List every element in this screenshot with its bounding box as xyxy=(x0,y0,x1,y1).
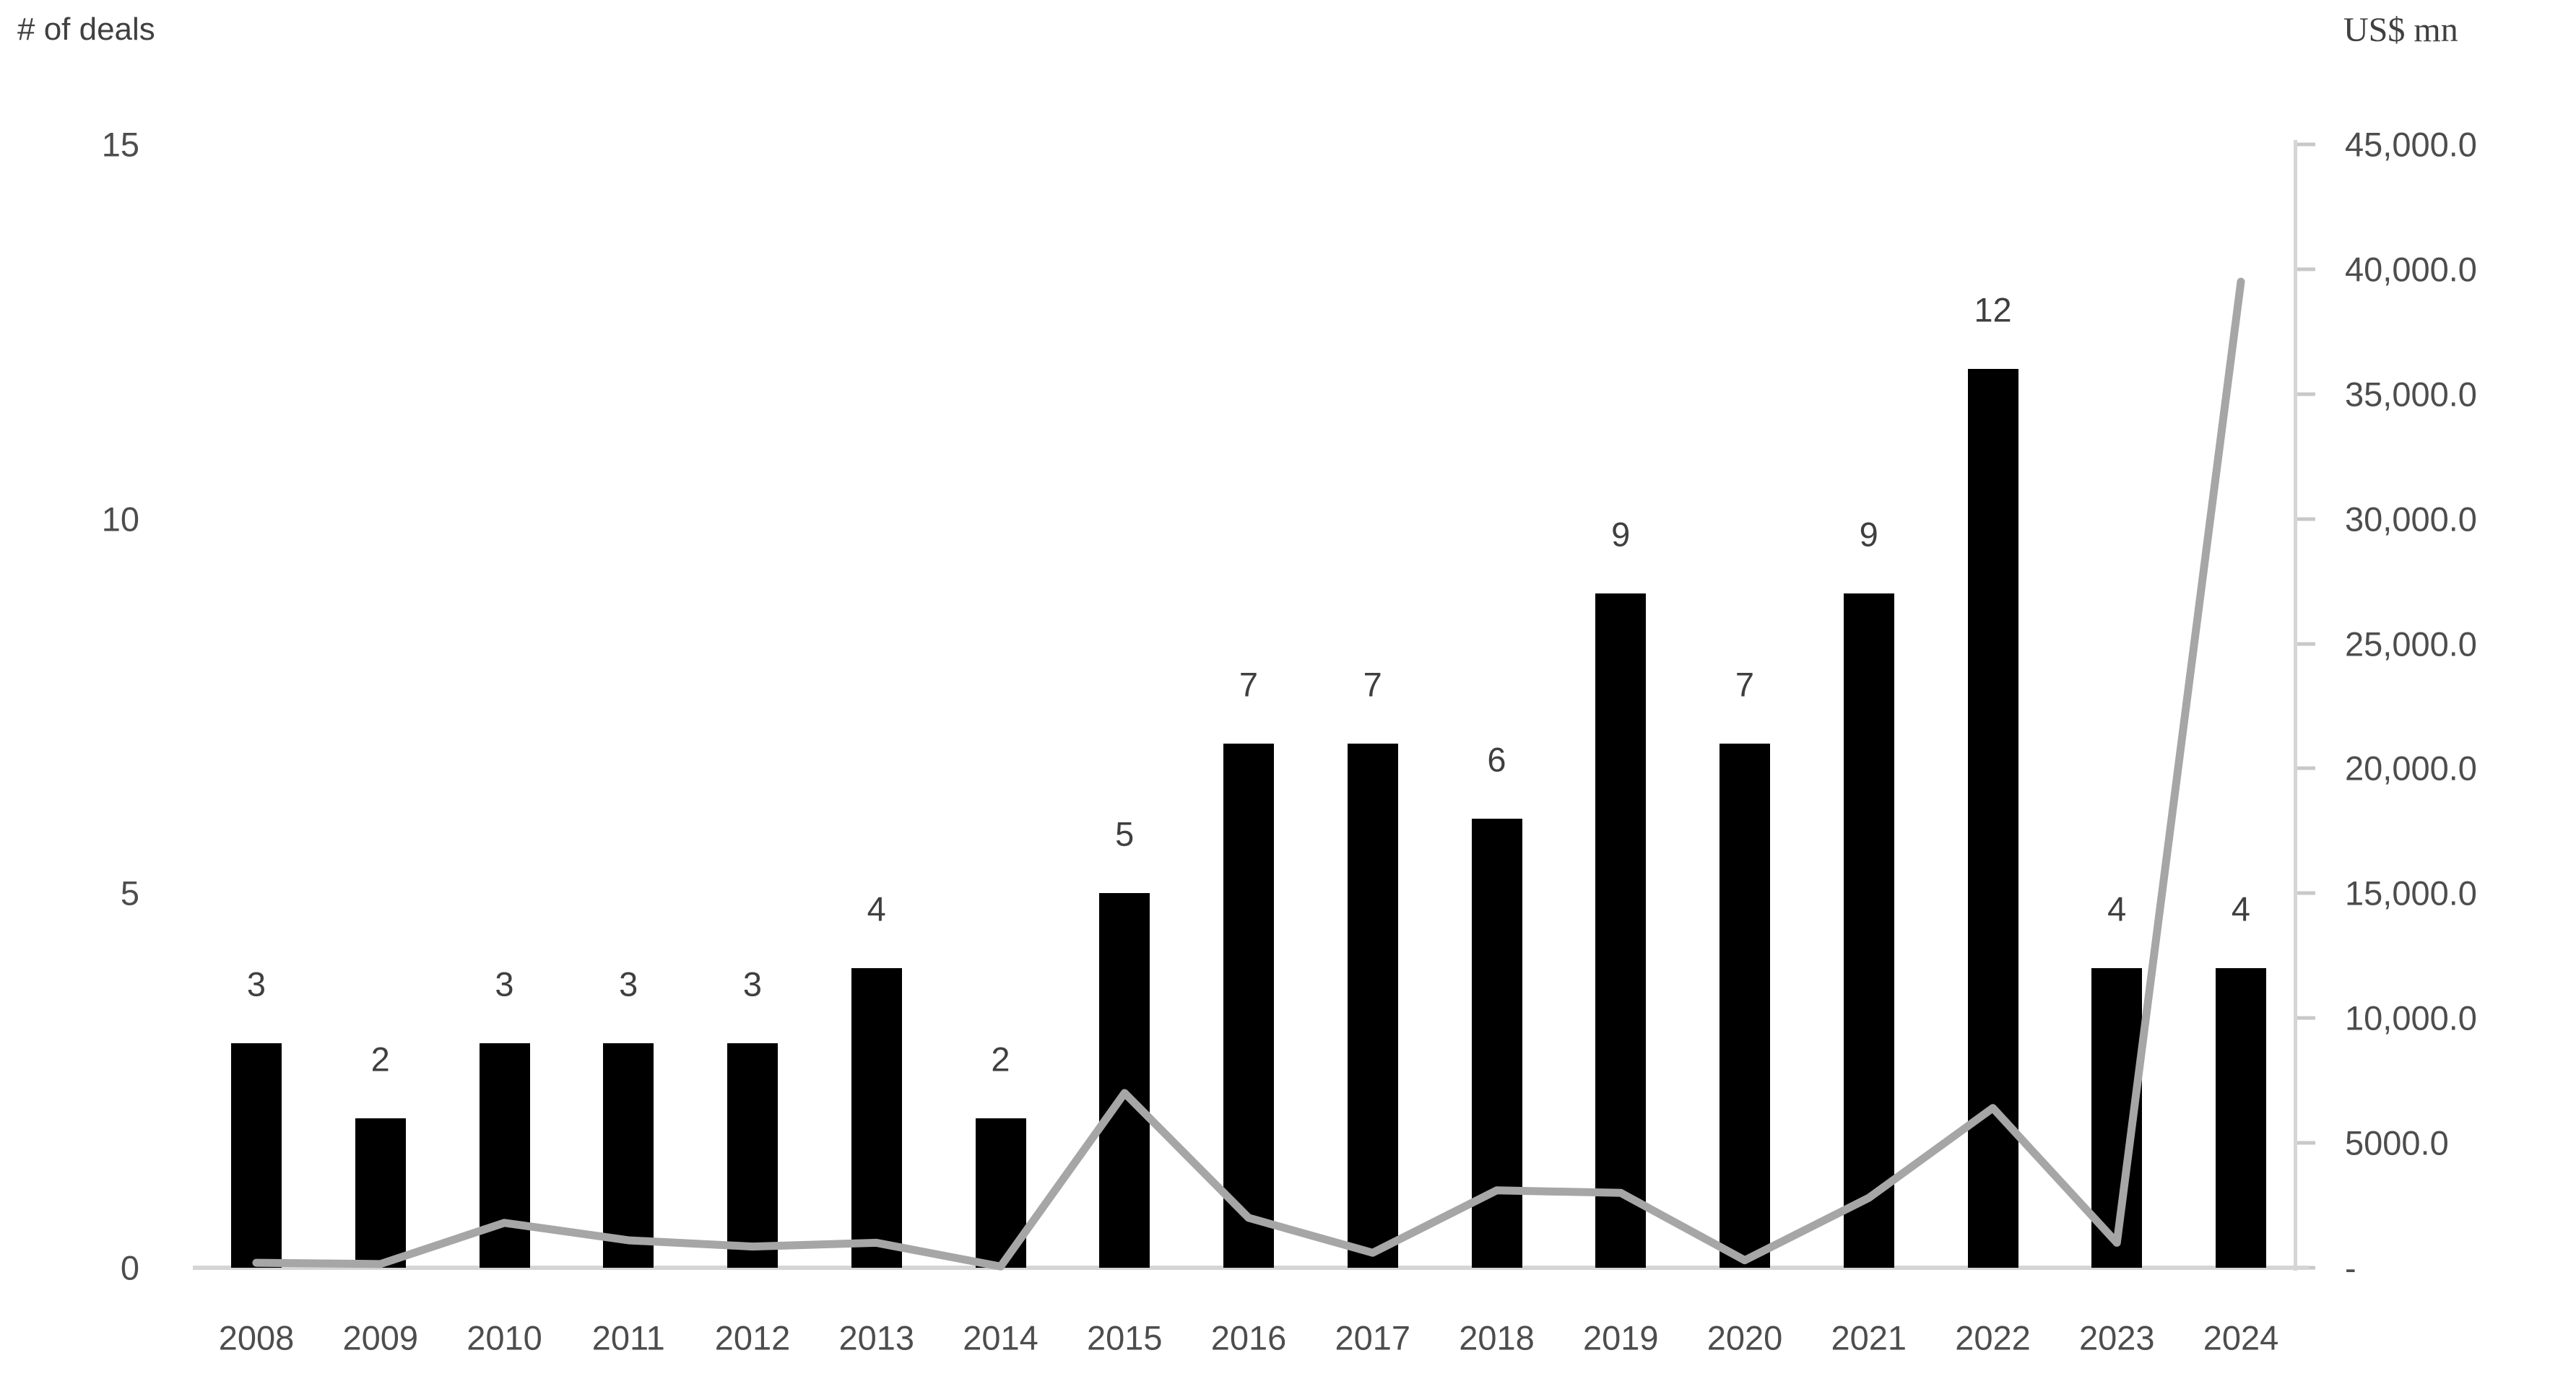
deals-bar-2024 xyxy=(2216,968,2266,1268)
x-axis-label: 2011 xyxy=(591,1318,665,1357)
x-axis-label: 2019 xyxy=(1582,1318,1659,1357)
value-line xyxy=(252,277,2245,1271)
left-axis-tick-label: 5 xyxy=(120,874,139,913)
bar-data-label: 4 xyxy=(2231,889,2251,928)
deals-bar-2021 xyxy=(1843,593,1894,1268)
deals-bar-2008 xyxy=(231,1043,282,1268)
right-axis-tick-label: 40,000.0 xyxy=(2345,250,2477,289)
deals-bar-2017 xyxy=(1347,743,1398,1268)
deals-bar-2011 xyxy=(603,1043,654,1268)
bar-data-label: 5 xyxy=(1115,814,1135,853)
right-axis-tick-mark xyxy=(2294,142,2315,147)
right-axis-line xyxy=(2294,140,2297,1271)
x-axis-label: 2023 xyxy=(2078,1318,2155,1357)
deals-bar-2012 xyxy=(727,1043,778,1268)
deals-bar-2015 xyxy=(1099,893,1150,1268)
bar-data-label: 6 xyxy=(1487,740,1506,779)
x-axis-label: 2024 xyxy=(2203,1318,2279,1357)
bar-data-label: 7 xyxy=(1239,665,1259,704)
left-axis-tick-label: 15 xyxy=(101,125,139,164)
bar-data-label: 12 xyxy=(1974,290,2012,329)
bar-data-label: 3 xyxy=(619,965,638,1004)
bar-data-label: 4 xyxy=(2107,889,2127,928)
right-axis-tick-label: 35,000.0 xyxy=(2345,375,2477,414)
bar-data-label: 3 xyxy=(246,965,266,1004)
x-axis-label: 2014 xyxy=(963,1318,1038,1357)
x-axis-label: 2021 xyxy=(1831,1318,1907,1357)
deals-bar-2016 xyxy=(1223,743,1274,1268)
bar-data-label: 9 xyxy=(1611,515,1631,554)
right-axis-tick-mark xyxy=(2294,891,2315,895)
x-axis-label: 2020 xyxy=(1707,1318,1783,1357)
x-axis-label: 2016 xyxy=(1210,1318,1287,1357)
right-axis-tick-label: 5000.0 xyxy=(2345,1123,2449,1162)
x-axis-label: 2012 xyxy=(714,1318,791,1357)
right-axis-tick-label: 30,000.0 xyxy=(2345,500,2477,539)
right-axis-tick-label: - xyxy=(2345,1248,2356,1287)
x-axis-label: 2008 xyxy=(218,1318,295,1357)
x-axis-label: 2022 xyxy=(1955,1318,2031,1357)
right-axis-tick-mark xyxy=(2294,267,2315,271)
right-axis-tick-label: 15,000.0 xyxy=(2345,874,2477,913)
right-axis-tick-mark xyxy=(2294,517,2315,521)
left-axis-tick-label: 0 xyxy=(120,1248,139,1287)
deals-bar-2013 xyxy=(851,968,902,1268)
deals-bar-2019 xyxy=(1595,593,1647,1268)
deals-bar-2020 xyxy=(1719,743,1770,1268)
right-axis-tick-mark xyxy=(2294,392,2315,396)
left-axis-title: # of deals xyxy=(17,12,155,47)
right-axis-tick-label: 45,000.0 xyxy=(2345,125,2477,164)
left-axis-tick-label: 10 xyxy=(101,500,139,539)
bar-data-label: 7 xyxy=(1735,665,1755,704)
right-axis-title: US$ mn xyxy=(2343,11,2458,49)
right-axis-tick-mark xyxy=(2294,1141,2315,1145)
bar-data-label: 3 xyxy=(742,965,763,1004)
x-axis-label: 2015 xyxy=(1086,1318,1163,1357)
x-axis-label: 2017 xyxy=(1335,1318,1411,1357)
bar-data-label: 7 xyxy=(1363,665,1382,704)
right-axis-tick-mark xyxy=(2294,766,2315,770)
bar-data-label: 3 xyxy=(495,965,514,1004)
right-axis-tick-label: 10,000.0 xyxy=(2345,998,2477,1037)
bar-data-label: 4 xyxy=(867,889,886,928)
x-axis-label: 2009 xyxy=(342,1318,419,1357)
bar-data-label: 2 xyxy=(991,1040,1010,1079)
x-axis-label: 2013 xyxy=(838,1318,915,1357)
right-axis-tick-mark xyxy=(2294,1016,2315,1020)
x-axis-label: 2018 xyxy=(1459,1318,1535,1357)
bar-data-label: 9 xyxy=(1859,515,1878,554)
right-axis-tick-label: 20,000.0 xyxy=(2345,749,2477,788)
x-axis-label: 2010 xyxy=(467,1318,542,1357)
deals-bar-2009 xyxy=(355,1118,406,1268)
right-axis-tick-label: 25,000.0 xyxy=(2345,624,2477,663)
x-axis-line xyxy=(193,1266,2309,1270)
bar-data-label: 2 xyxy=(370,1040,390,1079)
right-axis-tick-mark xyxy=(2294,642,2315,646)
